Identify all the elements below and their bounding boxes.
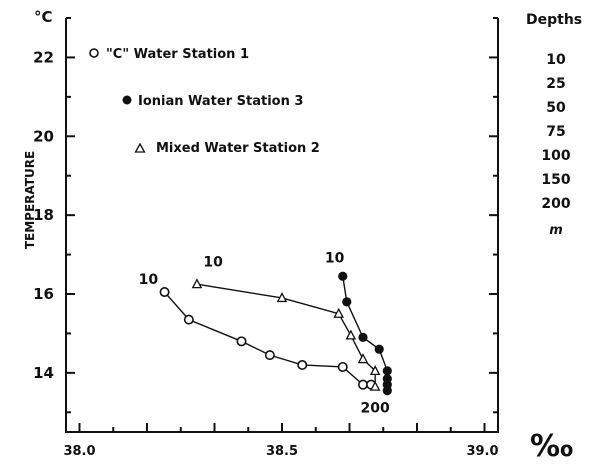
point-open-triangle [193, 280, 201, 288]
point-filled-circle [383, 386, 392, 395]
depth-value: 10 [546, 52, 566, 68]
depth-annotation: 10 [203, 254, 223, 270]
x-unit-label: ‰ [530, 429, 573, 464]
point-filled-circle [375, 345, 384, 354]
filled-circle-icon [123, 96, 132, 105]
series-layer [160, 272, 392, 396]
depth-annotation: 10 [139, 272, 159, 288]
point-open-triangle [347, 331, 355, 339]
depth-annotation: 10 [325, 250, 345, 266]
point-open-circle [298, 361, 306, 369]
x-tick-label: 38.0 [63, 444, 95, 459]
depth-annotation: 200 [361, 400, 390, 416]
point-filled-circle [383, 366, 392, 375]
point-open-circle [237, 337, 245, 345]
open-triangle-icon [136, 144, 145, 152]
x-tick-label: 38.5 [266, 444, 298, 459]
axes [66, 18, 498, 432]
depth-value: 25 [546, 76, 565, 92]
depth-value: 100 [541, 148, 570, 164]
depth-value: 200 [541, 196, 570, 212]
plot-frame [66, 18, 498, 432]
point-open-circle [185, 315, 193, 323]
depth-value: 150 [541, 172, 570, 188]
point-open-circle [160, 288, 168, 296]
legend-label-ionian-water: Ionian Water Station 3 [138, 94, 303, 109]
legend-item-ionian-water: Ionian Water Station 3 [123, 94, 304, 109]
depth-value: 50 [546, 100, 566, 116]
point-filled-circle [342, 297, 351, 306]
y-tick-label: 16 [33, 285, 54, 303]
point-open-triangle [359, 355, 367, 363]
depth-unit: m [549, 223, 563, 238]
y-tick-label: 14 [33, 364, 54, 382]
x-tick-label: 39.0 [466, 444, 498, 459]
depth-list-title: Depths [526, 12, 582, 28]
y-axis-title: TEMPERATURE [23, 151, 37, 249]
legend-item-c-water: "C" Water Station 1 [90, 47, 249, 62]
point-open-circle [359, 380, 367, 388]
y-tick-label: 22 [33, 48, 54, 66]
legend-item-mixed-water: Mixed Water Station 2 [136, 141, 320, 156]
point-filled-circle [338, 272, 347, 281]
point-filled-circle [358, 333, 367, 342]
point-open-circle [266, 351, 274, 359]
y-unit-label: °C [34, 8, 53, 26]
point-open-circle [339, 363, 347, 371]
y-tick-label: 20 [33, 127, 54, 145]
open-circle-icon [90, 49, 98, 57]
depth-value: 75 [546, 124, 565, 140]
legend: "C" Water Station 1 Ionian Water Station… [90, 47, 320, 156]
legend-label-mixed-water: Mixed Water Station 2 [156, 141, 320, 156]
depth-list: Depths 10 25 50 75 100 150 200 m [526, 12, 582, 238]
legend-label-c-water: "C" Water Station 1 [106, 47, 249, 62]
